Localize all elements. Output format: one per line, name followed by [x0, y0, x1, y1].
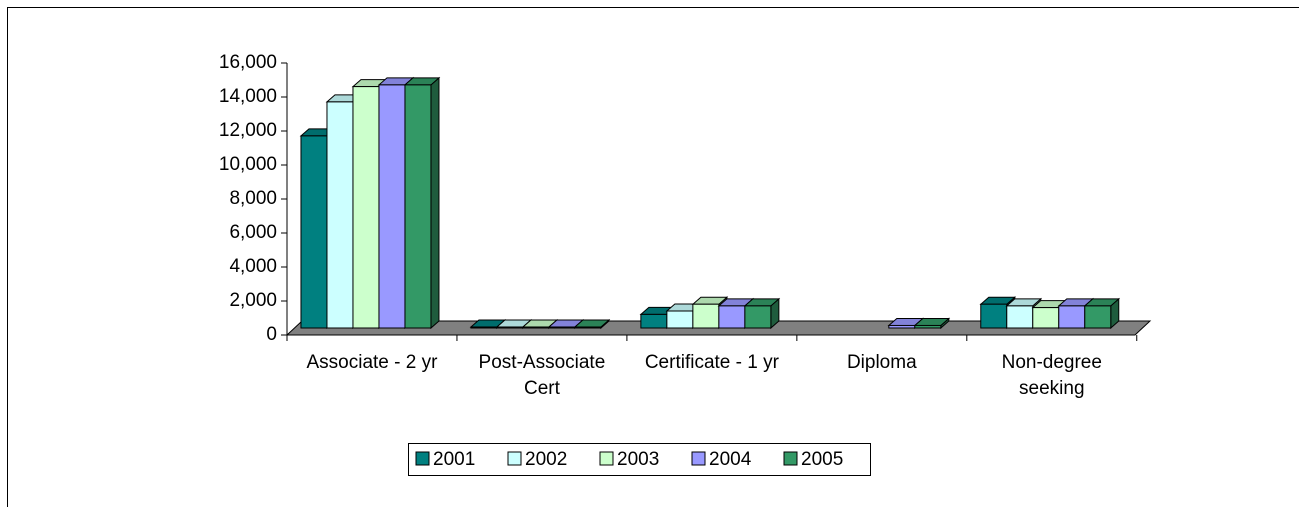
- x-tick-label: Associate - 2 yr: [306, 352, 438, 373]
- bar: [404, 84, 432, 329]
- legend-label: 2005: [801, 449, 843, 470]
- legend-swatch: [415, 451, 430, 466]
- legend-swatch: [599, 451, 614, 466]
- legend-label: 2003: [617, 449, 659, 470]
- bar: [470, 326, 498, 329]
- y-tick-label: 6,000: [229, 222, 277, 243]
- y-tick-label: 8,000: [229, 188, 277, 209]
- y-tick-label: 10,000: [219, 154, 277, 175]
- bar: [352, 86, 380, 329]
- x-tick-label: Certificate - 1 yr: [644, 352, 779, 373]
- chart-frame: [7, 7, 1299, 507]
- bar: [692, 303, 720, 329]
- bar-side: [430, 76, 440, 330]
- bar: [496, 326, 524, 329]
- bar: [980, 303, 1008, 329]
- bar: [1084, 305, 1112, 329]
- legend-label: 2001: [433, 449, 475, 470]
- legend-swatch: [507, 451, 522, 466]
- bar: [744, 305, 772, 329]
- y-tick-label: 2,000: [229, 290, 277, 311]
- legend-label: 2004: [709, 449, 752, 470]
- y-tick-label: 14,000: [219, 86, 277, 107]
- x-tick-label: Diploma: [846, 352, 917, 373]
- bar: [326, 101, 354, 329]
- bar: [574, 326, 602, 329]
- y-tick-label: 0: [266, 324, 277, 345]
- y-tick-label: 4,000: [229, 256, 277, 277]
- bar: [522, 326, 550, 329]
- y-tick-label: 16,000: [219, 52, 277, 73]
- bar: [548, 326, 576, 329]
- legend-swatch: [691, 451, 706, 466]
- bar: [1006, 305, 1034, 329]
- bar: [718, 305, 746, 329]
- y-tick-label: 12,000: [219, 120, 277, 141]
- bar: [666, 310, 694, 329]
- bar: [888, 324, 916, 329]
- legend-swatch: [783, 451, 798, 466]
- x-tick-label: Post-Associate Cert: [478, 352, 606, 399]
- bar: [914, 324, 942, 329]
- bar: [1058, 305, 1086, 329]
- x-tick-label: Non-degree seeking: [1001, 352, 1102, 399]
- bar: [300, 135, 328, 329]
- legend-label: 2002: [525, 449, 567, 470]
- bar: [1032, 307, 1060, 329]
- bar: [640, 313, 668, 329]
- bar: [378, 84, 406, 329]
